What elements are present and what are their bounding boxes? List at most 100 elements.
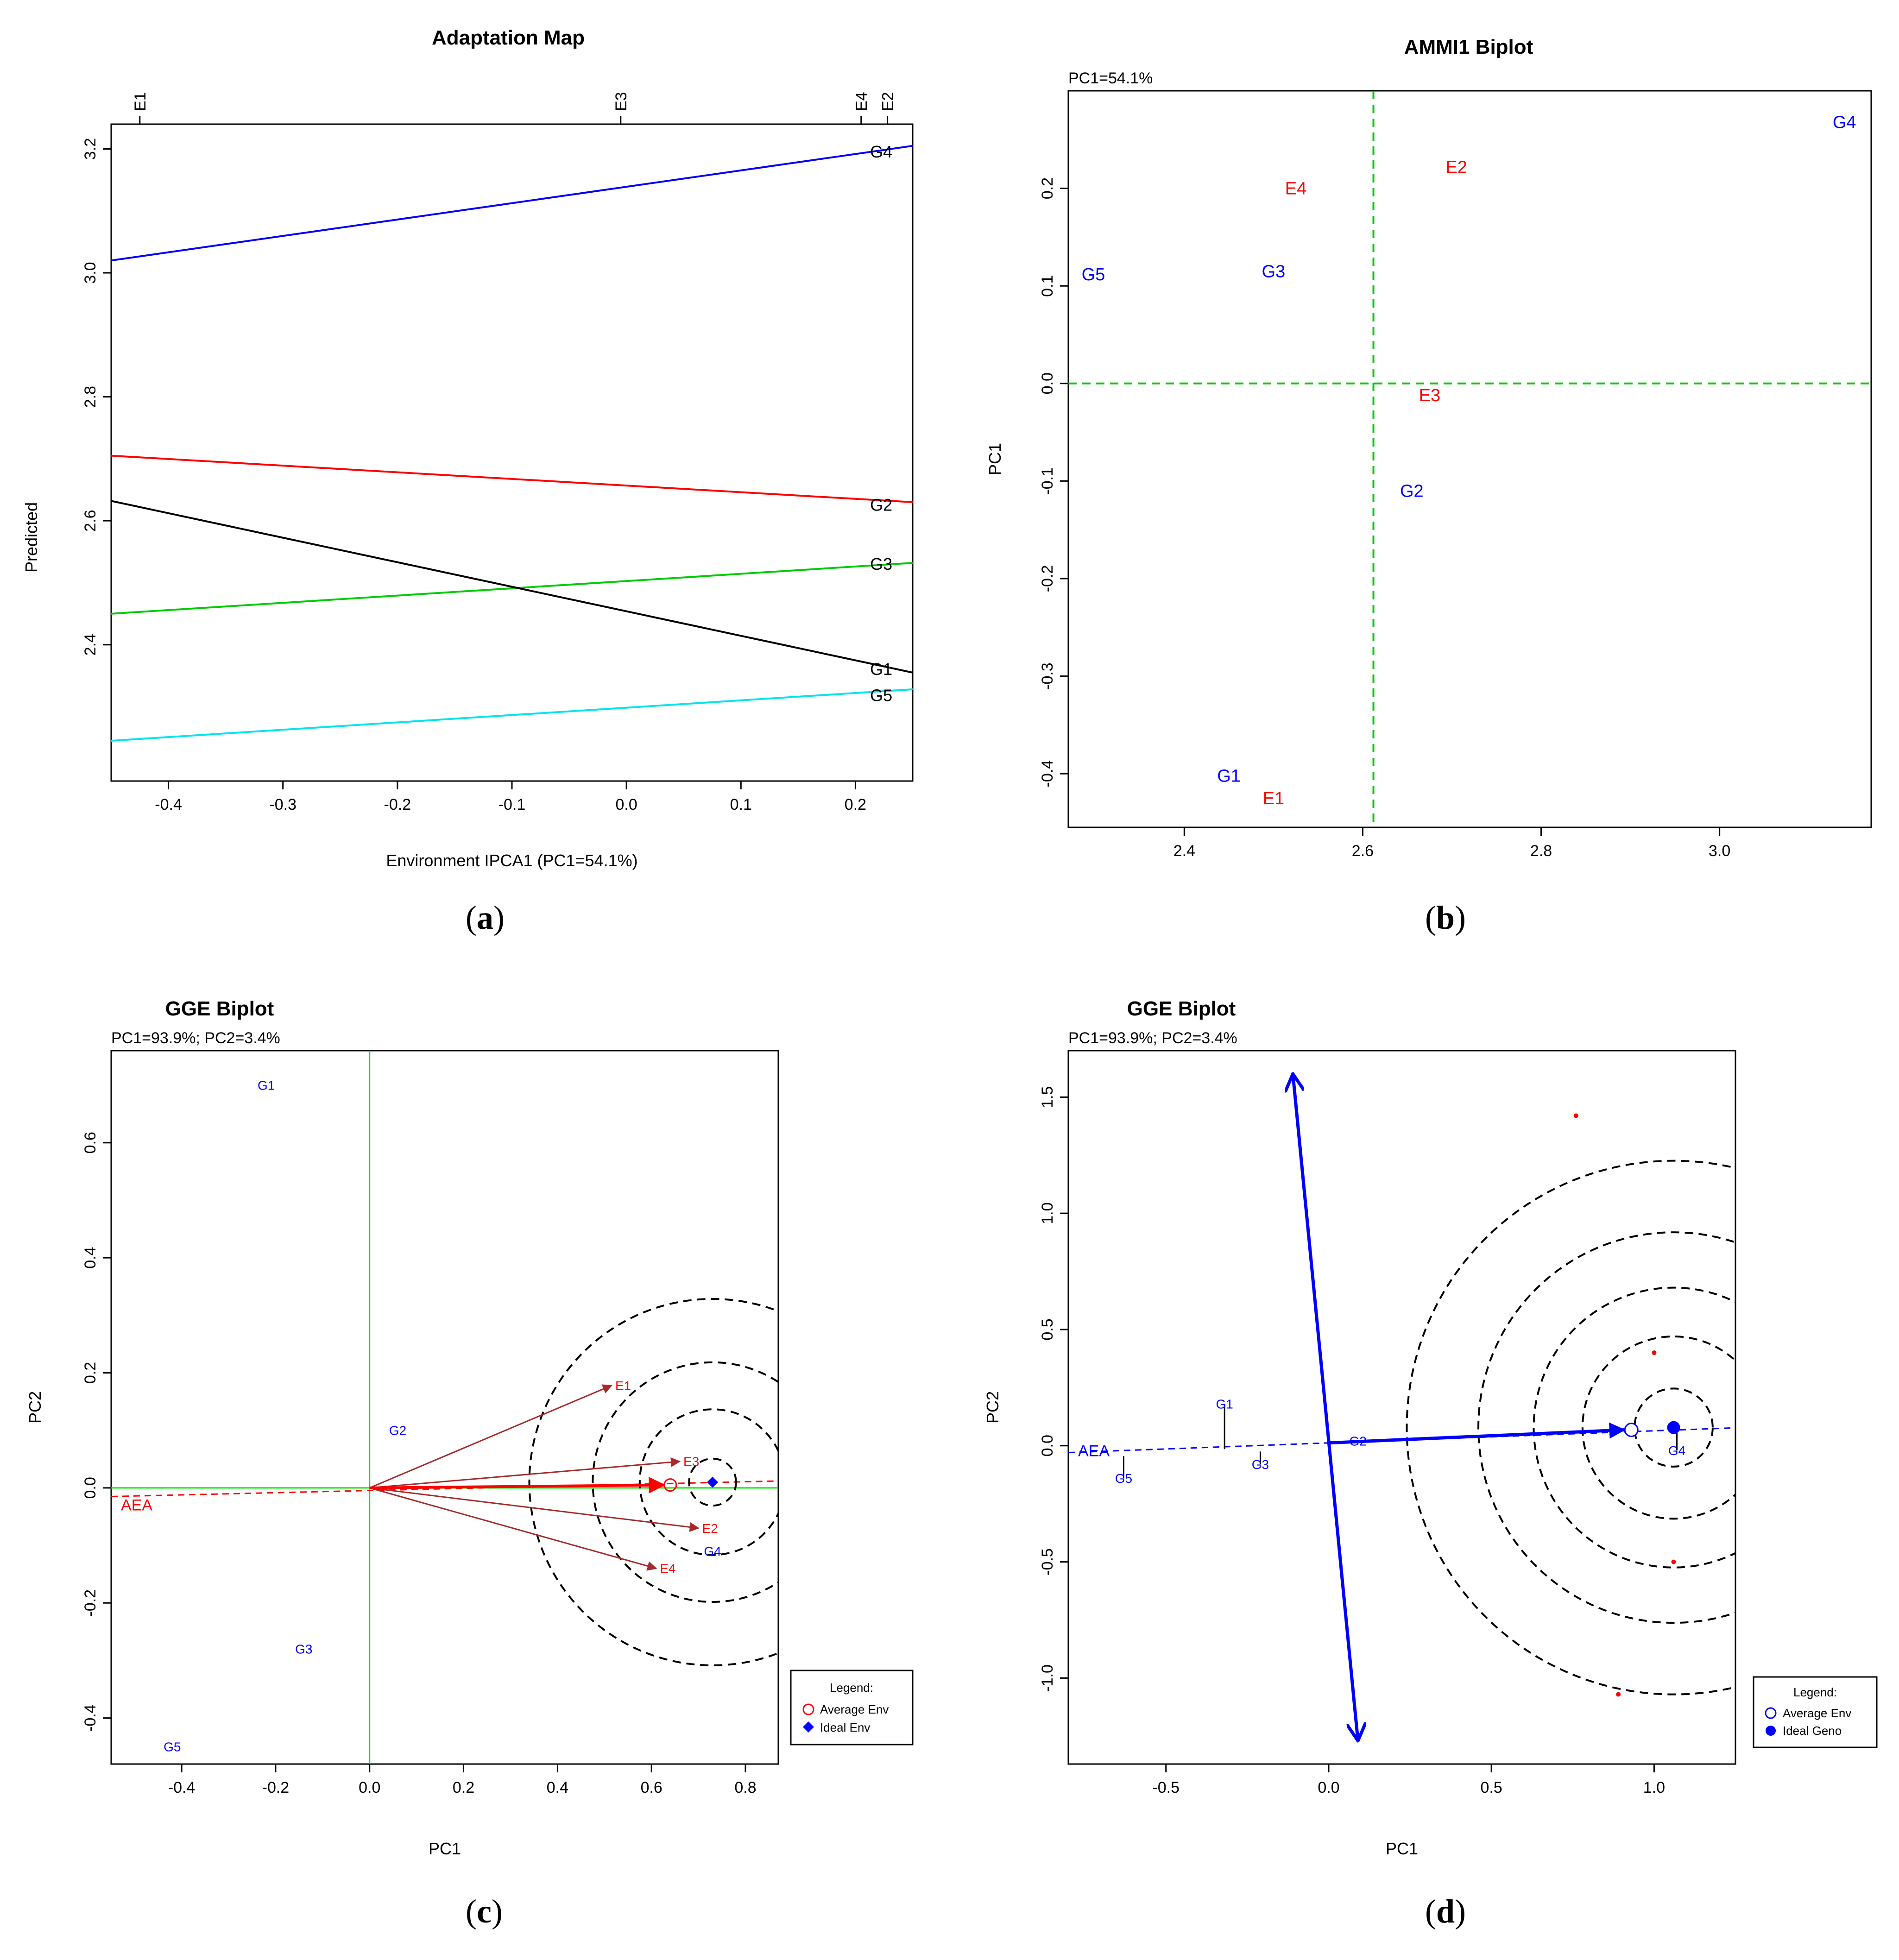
chart-c-genotype-label: G5	[164, 1740, 181, 1754]
chart-d-env-point	[1652, 1350, 1657, 1355]
chart-c-legend-ideal-marker	[803, 1721, 814, 1733]
chart-d-subtitle: PC1=93.9%; PC2=3.4%	[1068, 1029, 1237, 1047]
chart-b-title: AMMI1 Biplot	[1404, 36, 1533, 58]
chart-c-ytick-label: -0.4	[82, 1704, 99, 1732]
chart-b-point-label: E3	[1419, 386, 1440, 405]
chart-b-ytick-label: 0.2	[1039, 177, 1056, 199]
chart-c-subtitle: PC1=93.9%; PC2=3.4%	[111, 1029, 280, 1047]
chart-d-concentric-circle	[1533, 1286, 1735, 1569]
chart-a-title: Adaptation Map	[432, 26, 585, 49]
chart-d-plot-area: G1 G2 G3 G4 G5 AEA	[1068, 1074, 1735, 1741]
chart-a-series-label: G3	[870, 555, 892, 574]
chart-d-xlabel: PC1	[1386, 1839, 1418, 1858]
chart-c-average-env-marker	[663, 1478, 677, 1492]
chart-a-xtick-label: -0.1	[498, 796, 526, 813]
chart-a-ytick-label: 2.4	[82, 634, 99, 655]
chart-d-env-point	[1573, 1113, 1578, 1118]
chart-a-ytick-label: 2.6	[82, 510, 99, 532]
chart-d-ideal-geno-marker	[1667, 1421, 1680, 1434]
chart-d-average-env-marker	[1624, 1423, 1639, 1437]
chart-c-concentric-circle	[688, 1457, 737, 1507]
chart-c-legend-ideal-label: Ideal Env	[820, 1721, 870, 1734]
chart-b-ylabel: PC1	[985, 443, 1004, 475]
caption-d: (d)	[1425, 1893, 1466, 1930]
chart-b-ytick-label: 0.0	[1039, 372, 1056, 394]
chart-b-point-label: G5	[1082, 265, 1105, 284]
chart-c-genotype-label: G1	[258, 1078, 275, 1093]
chart-d-aea-label: AEA	[1078, 1443, 1110, 1460]
chart-c-legend: Legend: Average Env Ideal Env	[790, 1670, 914, 1746]
chart-d-concentric-circle	[1581, 1336, 1735, 1520]
chart-d-xtick-label: 0.0	[1318, 1779, 1339, 1796]
panel-d-gge-biplot: GGE Biplot PC1=93.9%; PC2=3.4% G1G2G3G4G…	[983, 997, 1878, 1858]
chart-a-series-line-g4	[111, 145, 913, 262]
chart-c-plot-area: E1 E3 E2 E4 G1 G2 G4 G3 G5 AEA	[111, 1051, 778, 1764]
chart-b-ytick-label: -0.3	[1039, 662, 1056, 690]
chart-c-xtick-label: 0.2	[453, 1779, 474, 1796]
chart-a-xtick-label: 0.0	[616, 796, 637, 813]
chart-c-concentric-circle	[638, 1408, 778, 1556]
chart-a-top-tick-label: E2	[879, 92, 897, 111]
chart-b-xtick-label: 2.6	[1352, 842, 1374, 860]
chart-c-env-label: E1	[615, 1379, 631, 1393]
chart-c-concentric-circle	[528, 1298, 778, 1666]
chart-c-aea-line	[111, 1480, 778, 1497]
chart-c-xlabel: PC1	[429, 1839, 461, 1858]
chart-c-ytick-label: 0.2	[82, 1362, 99, 1384]
chart-d-legend-ideal-label: Ideal Geno	[1783, 1724, 1842, 1738]
chart-a-ytick-label: 2.8	[82, 386, 99, 408]
chart-c-average-env-arrow	[369, 1476, 666, 1494]
chart-c-env-label: E4	[660, 1562, 675, 1576]
chart-b-ytick-label: -0.2	[1039, 565, 1056, 592]
chart-c-ytick-label: -0.2	[82, 1589, 99, 1617]
chart-a-series-line-g1	[111, 500, 913, 674]
chart-d-genotype-label: G1	[1216, 1397, 1233, 1411]
chart-c-title: GGE Biplot	[165, 997, 274, 1020]
chart-b-ytick-label: -0.1	[1039, 467, 1056, 495]
chart-a-xlabel: Environment IPCA1 (PC1=54.1%)	[386, 851, 637, 870]
chart-a-top-tick-label: E4	[853, 92, 871, 111]
chart-a-ytick-label: 3.0	[82, 262, 99, 284]
panel-c-gge-biplot: GGE Biplot PC1=93.9%; PC2=3.4% E1 E3 E2 E4 G…	[25, 997, 914, 1858]
chart-d-stability-axis-arrow	[1293, 1074, 1358, 1741]
chart-b-ytick-label: -0.4	[1039, 760, 1056, 788]
chart-d-genotype-label: G2	[1349, 1434, 1366, 1449]
chart-b-plot-frame	[1067, 90, 1872, 828]
chart-d-legend-average-label: Average Env	[1783, 1706, 1851, 1720]
chart-d-concentric-circle	[1406, 1160, 1735, 1695]
chart-d-genotype-label: G5	[1115, 1471, 1132, 1486]
chart-c-legend-title: Legend:	[830, 1681, 873, 1695]
chart-c-xtick-label: -0.4	[168, 1779, 196, 1796]
chart-d-title: GGE Biplot	[1127, 997, 1236, 1020]
chart-b-point-label: E2	[1445, 158, 1467, 177]
chart-a-series-label: G1	[870, 660, 892, 679]
chart-d-legend: Legend: Average Env Ideal Geno	[1753, 1676, 1878, 1748]
chart-b-ytick-label: 0.1	[1039, 275, 1056, 297]
chart-d-legend-average-marker	[1765, 1707, 1777, 1719]
chart-c-xtick-label: 0.6	[641, 1779, 662, 1796]
chart-c-legend-average-marker	[802, 1703, 814, 1715]
chart-b-point-label: G3	[1262, 262, 1286, 282]
chart-b-xtick-label: 2.4	[1173, 842, 1195, 860]
panel-b-ammi1-biplot: AMMI1 Biplot PC1=54.1% G4 E2 E4 G5 G3 E3 G2 G1 E…	[985, 36, 1872, 860]
chart-d-legend-title: Legend:	[1793, 1685, 1837, 1699]
chart-c-genotype-label: G4	[704, 1544, 721, 1558]
chart-c-ylabel: PC2	[25, 1391, 44, 1424]
chart-a-xtick-label: 0.2	[845, 796, 866, 813]
chart-a-series-label: G2	[870, 496, 892, 515]
chart-d-ylabel: PC2	[983, 1391, 1002, 1424]
chart-a-series-line-g3	[111, 562, 913, 615]
chart-c-xtick-label: 0.8	[734, 1779, 756, 1796]
chart-a-top-tick-label: E3	[612, 92, 630, 111]
panel-a-adaptation-map: Adaptation Map G4 G2 G3 G1 G5 -0.4 -0.3 -0.2 -0…	[22, 26, 914, 870]
chart-c-ytick-label: 0.0	[82, 1477, 99, 1499]
chart-a-ytick-label: 3.2	[82, 138, 99, 160]
chart-b-point-label: G4	[1833, 113, 1856, 132]
chart-d-plot-frame	[1067, 1050, 1736, 1765]
chart-c-plot-frame	[110, 1050, 779, 1765]
chart-b-point-label: G1	[1217, 766, 1241, 786]
caption-b: (b)	[1425, 899, 1466, 936]
chart-c-xtick-label: 0.0	[359, 1779, 380, 1796]
chart-a-series-label: G5	[870, 686, 892, 705]
